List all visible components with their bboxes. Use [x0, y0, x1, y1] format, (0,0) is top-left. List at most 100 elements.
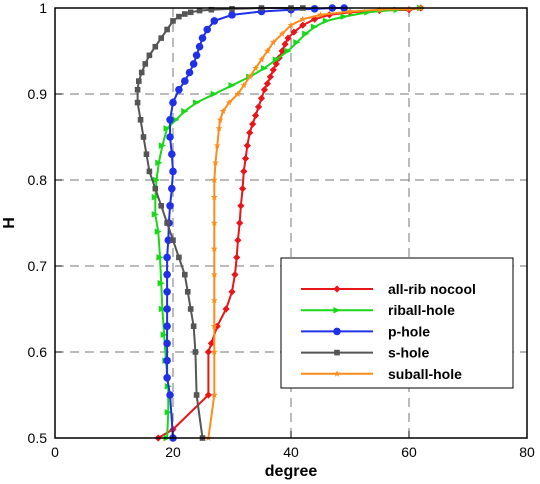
- series-p-hole: [163, 4, 348, 442]
- data-point: [134, 86, 141, 93]
- data-point: [143, 151, 150, 157]
- data-point: [138, 69, 145, 76]
- data-point: [254, 103, 263, 111]
- data-point: [164, 236, 173, 244]
- data-point: [151, 211, 159, 218]
- data-point: [311, 15, 319, 23]
- data-point: [252, 111, 260, 120]
- series-s-hole: [134, 5, 306, 441]
- data-point: [260, 86, 269, 94]
- data-point: [240, 167, 248, 175]
- data-point: [184, 289, 191, 295]
- data-point: [210, 176, 218, 183]
- data-point: [322, 17, 330, 25]
- data-point: [234, 90, 242, 97]
- legend-marker: [333, 327, 341, 336]
- data-point: [269, 38, 277, 46]
- legend-item: p-hole: [301, 323, 430, 339]
- data-point: [152, 185, 159, 192]
- data-point: [263, 80, 271, 88]
- data-point: [240, 81, 248, 89]
- data-point: [196, 7, 203, 14]
- data-point: [229, 6, 235, 12]
- data-point: [246, 129, 254, 137]
- series-all-rib-nocool: [154, 4, 425, 442]
- data-point: [163, 305, 171, 313]
- data-point: [176, 254, 182, 261]
- data-point: [166, 133, 174, 141]
- data-point: [168, 150, 176, 158]
- legend-marker: [334, 349, 340, 356]
- legend-label: s-hole: [388, 345, 429, 361]
- data-point: [340, 13, 348, 20]
- data-point: [187, 9, 194, 16]
- data-point: [156, 254, 164, 261]
- x-tick-label: 60: [401, 444, 417, 460]
- x-axis-title: degree: [265, 463, 318, 480]
- legend-label: suball-hole: [388, 366, 462, 382]
- data-point: [287, 21, 295, 29]
- data-point: [278, 30, 286, 37]
- data-point: [158, 203, 164, 209]
- y-tick-label: 0.6: [28, 344, 48, 360]
- x-tick-label: 0: [51, 444, 59, 460]
- data-point: [310, 5, 319, 13]
- data-point: [181, 77, 189, 85]
- data-point: [228, 82, 236, 89]
- data-point: [266, 73, 274, 81]
- data-point: [189, 60, 198, 68]
- data-point: [198, 34, 207, 42]
- data-point: [243, 142, 251, 150]
- data-point: [164, 26, 170, 33]
- data-point: [158, 35, 164, 41]
- data-point: [210, 193, 218, 201]
- data-point: [257, 94, 266, 102]
- y-tick-label: 0.5: [28, 430, 48, 446]
- data-point: [228, 288, 236, 296]
- data-point: [195, 42, 204, 51]
- data-point: [166, 116, 174, 124]
- data-point: [233, 253, 241, 261]
- data-point: [212, 159, 219, 166]
- data-point: [236, 219, 244, 227]
- data-point: [260, 64, 269, 72]
- legend-label: p-hole: [388, 323, 430, 339]
- data-point: [152, 43, 159, 50]
- data-point: [210, 391, 218, 398]
- data-point: [210, 17, 219, 25]
- data-point: [228, 11, 236, 19]
- data-point: [317, 11, 324, 18]
- data-point: [210, 296, 218, 304]
- data-point: [181, 107, 189, 115]
- legend-box: [280, 257, 514, 389]
- series-line: [166, 7, 345, 439]
- data-point: [210, 348, 218, 355]
- y-tick-label: 1: [39, 0, 47, 16]
- legend-marker: [333, 306, 341, 314]
- data-point: [142, 61, 149, 67]
- data-point: [172, 116, 180, 124]
- data-point: [278, 47, 286, 55]
- data-point: [346, 7, 354, 15]
- data-point: [193, 392, 200, 398]
- data-point: [222, 305, 230, 313]
- data-point: [152, 176, 161, 184]
- data-point: [182, 11, 188, 17]
- data-point: [146, 52, 153, 59]
- data-point: [190, 323, 197, 329]
- data-point: [234, 236, 242, 244]
- data-point: [164, 408, 172, 416]
- data-point: [302, 30, 310, 38]
- data-point: [170, 18, 176, 24]
- data-point: [231, 271, 239, 279]
- data-point: [210, 245, 218, 252]
- data-point: [192, 349, 199, 355]
- data-point: [293, 39, 301, 46]
- data-point: [163, 374, 171, 382]
- data-point: [135, 78, 142, 84]
- data-point: [175, 85, 183, 94]
- data-point: [154, 228, 162, 235]
- data-point: [187, 306, 194, 312]
- data-point: [219, 107, 227, 115]
